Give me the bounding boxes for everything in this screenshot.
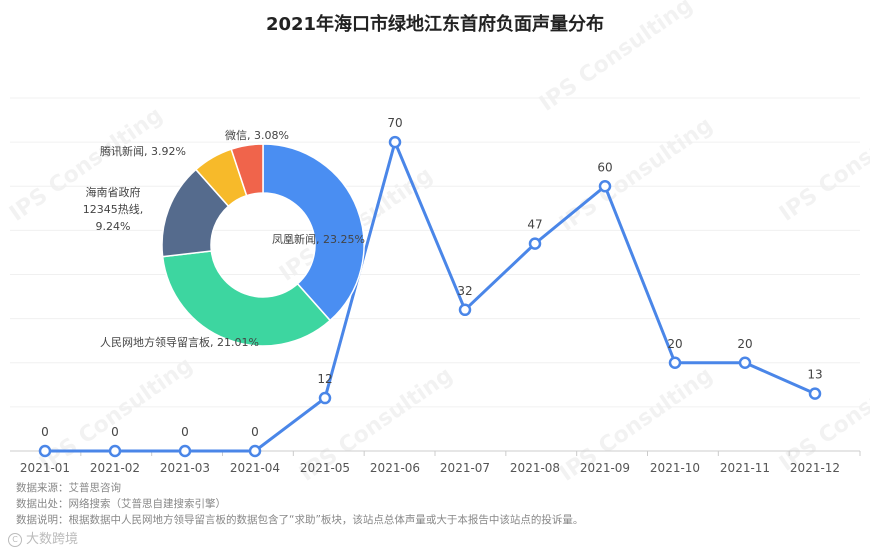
data-point [388,135,402,149]
donut-slice-label: 腾讯新闻, 3.92% [100,144,186,158]
data-point [808,387,822,400]
data-label: 32 [457,284,472,298]
watermark-text: IPS Consulting [555,113,717,237]
x-tick-label: 2021-08 [510,461,560,475]
data-label: 0 [41,425,49,439]
data-label: 0 [111,425,119,439]
data-label: 20 [667,337,682,351]
line-series: 0 0 0 0 12 70 32 47 60 20 20 13 [38,116,823,458]
data-label: 13 [807,368,822,382]
data-label: 12 [317,372,332,386]
data-point [108,444,122,458]
x-tick-label: 2021-06 [370,461,420,475]
x-tick-label: 2021-03 [160,461,210,475]
donut-slice [262,143,365,322]
data-point [598,180,612,193]
donut-slice [230,143,264,197]
brand-mark: C 大数跨境 [8,528,78,547]
data-label: 0 [251,425,259,439]
data-point [458,303,472,317]
x-tick-label: 2021-05 [300,461,350,475]
data-point [38,444,52,458]
data-point [248,444,262,458]
data-point [528,237,542,250]
brand-text: 大数跨境 [26,532,79,547]
x-tick-label: 2021-09 [580,461,630,475]
x-tick-label: 2021-11 [720,461,770,475]
data-point [318,391,332,405]
donut-slice-label: 微信, 3.08% [225,128,289,142]
x-tick-label: 2021-04 [230,461,280,475]
x-tick-label: 2021-07 [440,461,490,475]
donut-slice-label: 海南省政府 12345热线, 9.24% [83,185,144,233]
data-label: 60 [597,160,612,174]
data-point [668,356,682,369]
x-tick-label: 2021-10 [650,461,700,475]
footnotes: 数据来源：艾普思咨询 数据出处：网络搜索（艾普思自建搜索引擎） 数据说明：根据数… [16,480,583,528]
x-tick-label: 2021-01 [20,461,70,475]
copyright-icon: C [8,532,22,547]
data-label: 47 [527,218,542,232]
footnote-note: 数据说明：根据数据中人民网地方领导留言板的数据包含了“求助”板块，该站点总体声量… [16,514,584,526]
series-line [45,137,816,453]
data-label: 20 [737,337,752,351]
donut-slice-label: 凤凰新闻, 23.25% [272,232,365,246]
data-point [738,356,752,369]
x-axis: 2021-01 2021-02 2021-03 2021-04 2021-05 2021-… [10,450,861,475]
x-tick-label: 2021-02 [90,461,140,475]
donut-slice-label: 人民网地方领导留言板, 21.01% [100,335,259,349]
data-label: 0 [181,425,189,439]
watermark-text: IPS Consulting [35,353,197,477]
watermark-text: IPS Consulting [775,103,870,227]
footnote-source: 数据来源：艾普思咨询 [16,482,121,494]
data-point [178,444,192,458]
donut-chart: 凤凰新闻, 23.25% 人民网地方领导留言板, 21.01% 海南省政府 12345… [83,128,365,349]
donut-slice [161,250,332,347]
x-tick-label: 2021-12 [790,461,840,475]
chart-title: 2021年海口市绿地江东首府负面声量分布 [265,14,605,35]
watermark-text: IPS Consulting [535,0,697,117]
data-label: 70 [387,116,402,130]
footnote-origin: 数据出处：网络搜索（艾普思自建搜索引擎） [16,498,226,510]
